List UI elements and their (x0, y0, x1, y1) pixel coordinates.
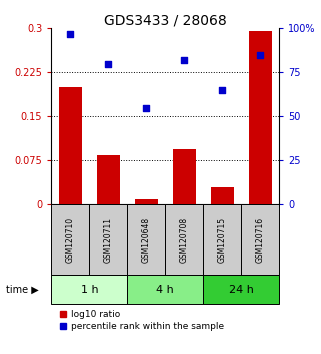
Point (258, 52, 263, 58)
Text: GSM120715: GSM120715 (218, 217, 227, 263)
Text: time ▶: time ▶ (6, 285, 39, 295)
FancyBboxPatch shape (51, 275, 127, 304)
Text: 1 h: 1 h (81, 285, 98, 295)
Text: 24 h: 24 h (229, 285, 254, 295)
Bar (97, 155, 120, 205)
Title: GDS3433 / 28068: GDS3433 / 28068 (104, 13, 227, 27)
Bar (249, 31, 272, 205)
Point (220, 87, 225, 93)
Bar (135, 199, 158, 205)
FancyBboxPatch shape (127, 205, 165, 275)
Point (182, 57, 187, 63)
FancyBboxPatch shape (51, 205, 89, 275)
FancyBboxPatch shape (89, 205, 127, 275)
Text: GSM120708: GSM120708 (180, 217, 189, 263)
Point (68, 31, 73, 36)
FancyBboxPatch shape (127, 275, 203, 304)
Bar (173, 149, 196, 205)
Text: GSM120710: GSM120710 (66, 217, 75, 263)
FancyBboxPatch shape (203, 205, 241, 275)
Point (106, 61, 111, 67)
Bar (59, 87, 82, 205)
Text: GSM120716: GSM120716 (256, 217, 265, 263)
Text: GSM120648: GSM120648 (142, 217, 151, 263)
Legend: log10 ratio, percentile rank within the sample: log10 ratio, percentile rank within the … (56, 307, 228, 335)
Point (144, 105, 149, 110)
Text: GSM120711: GSM120711 (104, 217, 113, 263)
Text: 4 h: 4 h (156, 285, 174, 295)
FancyBboxPatch shape (203, 275, 279, 304)
FancyBboxPatch shape (165, 205, 203, 275)
Bar (211, 187, 234, 205)
FancyBboxPatch shape (241, 205, 279, 275)
